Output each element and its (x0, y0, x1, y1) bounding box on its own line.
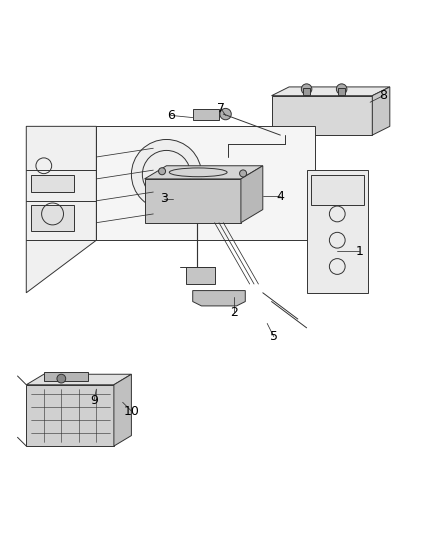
Polygon shape (193, 290, 245, 306)
Text: 4: 4 (276, 190, 284, 203)
Circle shape (131, 140, 201, 209)
Bar (272, 96, 372, 135)
Bar (31, 205, 74, 231)
Text: 7: 7 (217, 102, 225, 115)
Circle shape (159, 168, 166, 175)
Polygon shape (307, 170, 368, 293)
Polygon shape (114, 374, 131, 446)
Text: 8: 8 (379, 89, 387, 102)
Text: 2: 2 (230, 306, 238, 319)
Text: 6: 6 (167, 109, 175, 122)
Text: 5: 5 (270, 330, 278, 343)
Circle shape (301, 84, 312, 94)
Bar (44, 373, 88, 381)
Text: 1: 1 (355, 245, 363, 257)
Polygon shape (372, 87, 390, 135)
Polygon shape (272, 87, 390, 96)
Circle shape (57, 374, 66, 383)
Bar (303, 88, 310, 95)
Text: 10: 10 (124, 405, 139, 417)
Bar (193, 109, 219, 120)
Text: 9: 9 (90, 393, 98, 407)
Polygon shape (96, 126, 315, 240)
Polygon shape (26, 126, 96, 293)
Text: 3: 3 (160, 192, 168, 205)
Bar (186, 266, 215, 284)
Bar (31, 174, 74, 192)
Bar (145, 179, 241, 223)
Bar (338, 88, 345, 95)
Circle shape (220, 108, 231, 120)
Bar (26, 385, 114, 446)
Circle shape (336, 84, 347, 94)
Polygon shape (145, 166, 263, 179)
Polygon shape (26, 374, 131, 385)
Polygon shape (241, 166, 263, 223)
Circle shape (240, 170, 247, 177)
Bar (311, 174, 364, 205)
